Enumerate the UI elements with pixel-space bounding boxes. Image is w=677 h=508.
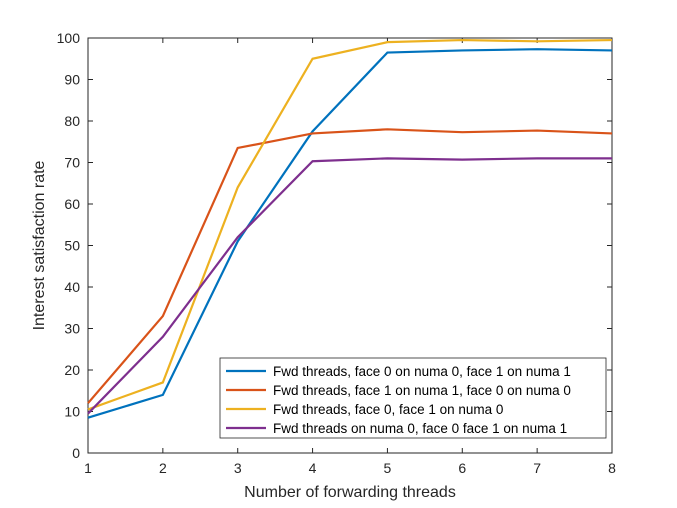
series-line-2 [87,128,613,404]
x-tick-label: 5 [384,460,392,476]
series-line-4 [87,157,612,415]
series-line-1 [87,48,613,419]
legend-entry-3: Fwd threads, face 0, face 1 on numa 0 [273,402,503,417]
x-tick-label: 1 [84,460,92,476]
legend-entry-4: Fwd threads on numa 0, face 0 face 1 on … [273,421,567,436]
x-tick-label: 8 [608,460,616,476]
y-tick-label: 50 [64,238,80,254]
legend-entry-2: Fwd threads, face 1 on numa 1, face 0 on… [273,383,571,398]
x-axis-ticks: 1 2 3 4 5 6 7 8 [84,38,616,476]
y-tick-label: 100 [57,30,81,46]
series-lines [87,38,613,419]
series-line-3 [87,38,613,411]
legend-entry-1: Fwd threads, face 0 on numa 0, face 1 on… [273,364,571,379]
y-tick-label: 90 [64,72,80,88]
x-tick-label: 4 [309,460,317,476]
x-axis-label: Number of forwarding threads [244,484,456,501]
legend-box [219,357,607,439]
y-tick-label: 20 [64,362,80,378]
y-tick-label: 70 [64,155,80,171]
y-tick-label: 80 [64,113,80,129]
y-tick-label: 60 [64,196,80,212]
x-tick-label: 2 [159,460,167,476]
y-tick-label: 0 [72,445,80,461]
x-tick-label: 7 [533,460,541,476]
y-axis-ticks: 0 10 20 30 40 50 60 70 80 90 100 [57,30,612,461]
y-tick-label: 40 [64,279,80,295]
legend: Fwd threads, face 0 on numa 0, face 1 on… [219,357,607,439]
y-tick-label: 30 [64,321,80,337]
x-tick-label: 3 [234,460,242,476]
x-tick-label: 6 [458,460,466,476]
y-axis-label: Interest satisfaction rate [31,160,48,330]
y-tick-label: 10 [64,404,80,420]
